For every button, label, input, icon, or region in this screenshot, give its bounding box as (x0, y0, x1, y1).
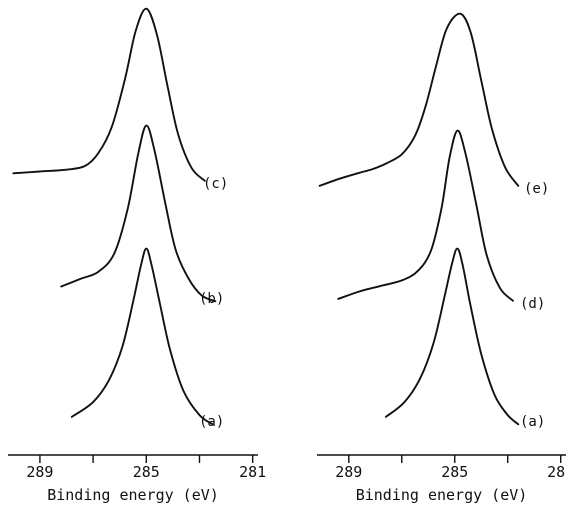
spectrum-curve-a (70, 247, 214, 426)
x-tick-label: 281 (239, 463, 266, 481)
left-panel: 289 285 281 Binding energy (eV) (a) (b) (c) (8, 7, 266, 504)
curve-label-a: (a) (199, 414, 224, 430)
spectrum-curve-a (384, 247, 520, 426)
curve-label-c: (c) (203, 176, 228, 192)
curve-label-e: (e) (524, 181, 549, 197)
right-panel: 289 285 281 Binding energy (eV) (a) (d) (e) (317, 12, 567, 504)
curve-label-b: (b) (199, 291, 224, 307)
x-tick-label: 285 (441, 463, 468, 481)
curve-label-d: (d) (520, 296, 545, 312)
x-axis-title: Binding energy (eV) (356, 486, 528, 504)
x-tick-label: 289 (26, 463, 53, 481)
x-tick-label: 281 (547, 463, 567, 481)
spectrum-curve-e (318, 12, 520, 187)
spectrum-curve-d (337, 129, 514, 302)
spectrum-curve-b (60, 124, 217, 303)
x-axis-title: Binding energy (eV) (47, 486, 219, 504)
spectrum-curve-c (12, 7, 206, 182)
x-tick-label: 289 (335, 463, 362, 481)
x-tick-label: 285 (133, 463, 160, 481)
curve-label-a: (a) (520, 414, 545, 430)
